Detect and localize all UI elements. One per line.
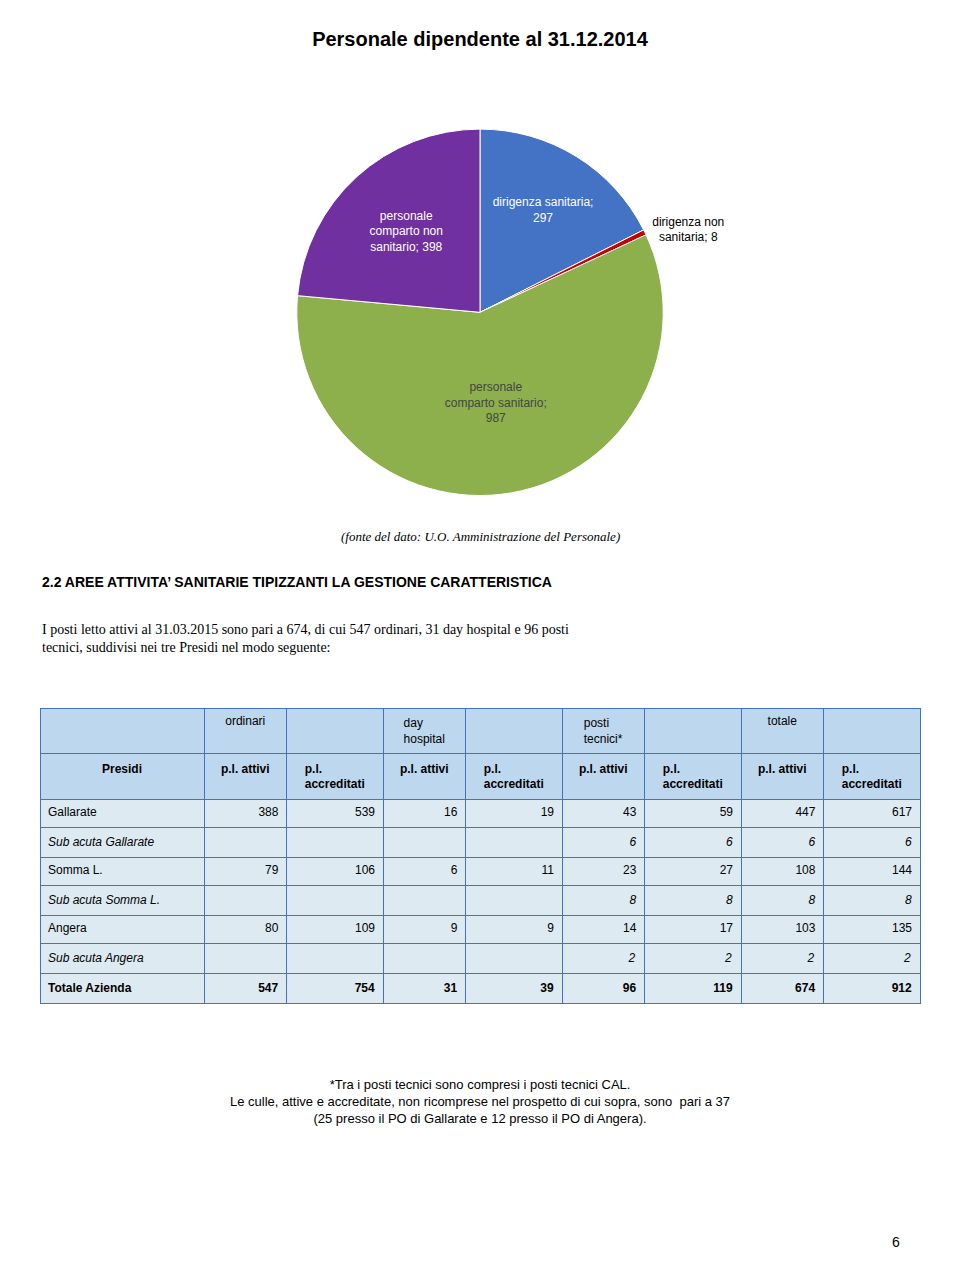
- svg-text:80: 80: [265, 921, 279, 935]
- svg-text:8: 8: [905, 893, 912, 907]
- svg-text:912: 912: [892, 981, 912, 995]
- svg-text:2: 2: [903, 951, 911, 965]
- svg-text:109: 109: [355, 921, 375, 935]
- svg-text:(fonte del dato: U.O. Amminist: (fonte del dato: U.O. Amministrazione de…: [341, 529, 620, 544]
- svg-text:personalecomparto sanitario;98: personalecomparto sanitario;987: [445, 380, 547, 425]
- svg-text:ordinari: ordinari: [225, 714, 265, 728]
- svg-text:108: 108: [795, 863, 815, 877]
- svg-text:59: 59: [720, 805, 734, 819]
- svg-text:Sub acuta Gallarate: Sub acuta Gallarate: [48, 835, 154, 849]
- svg-text:135: 135: [892, 921, 912, 935]
- svg-text:754: 754: [355, 981, 375, 995]
- svg-text:674: 674: [795, 981, 815, 995]
- svg-text:p.l.accreditati: p.l.accreditati: [305, 762, 365, 792]
- svg-text:2.2 AREE ATTIVITA’ SANITARIE T: 2.2 AREE ATTIVITA’ SANITARIE TIPIZZANTI …: [42, 574, 552, 590]
- svg-text:totale: totale: [768, 714, 798, 728]
- svg-text:Personale dipendente al 31.12.: Personale dipendente al 31.12.2014: [312, 28, 649, 50]
- svg-text:447: 447: [795, 805, 815, 819]
- svg-text:dayhospital: dayhospital: [404, 716, 445, 746]
- svg-text:8: 8: [808, 893, 815, 907]
- svg-text:Gallarate: Gallarate: [48, 805, 97, 819]
- svg-text:14: 14: [623, 921, 637, 935]
- svg-text:79: 79: [265, 863, 279, 877]
- svg-text:388: 388: [258, 805, 278, 819]
- svg-text:I posti letto attivi al 31.03.: I posti letto attivi al 31.03.2015 sono …: [42, 622, 569, 655]
- svg-text:6: 6: [451, 863, 458, 877]
- svg-text:p.l.accreditati: p.l.accreditati: [842, 762, 902, 792]
- svg-text:postitecnici*: postitecnici*: [584, 716, 623, 746]
- svg-text:Presidi: Presidi: [102, 762, 142, 776]
- svg-text:119: 119: [713, 981, 733, 995]
- svg-text:39: 39: [540, 981, 554, 995]
- svg-text:p.l.accreditati: p.l.accreditati: [663, 762, 723, 792]
- svg-text:p.l. attivi: p.l. attivi: [400, 762, 449, 776]
- svg-text:23: 23: [623, 863, 637, 877]
- svg-text:Angera: Angera: [48, 921, 87, 935]
- svg-text:p.l. attivi: p.l. attivi: [579, 762, 628, 776]
- svg-text:2: 2: [724, 951, 732, 965]
- svg-text:p.l. attivi: p.l. attivi: [758, 762, 807, 776]
- svg-text:547: 547: [258, 981, 278, 995]
- svg-text:6: 6: [905, 835, 912, 849]
- svg-text:11: 11: [542, 863, 555, 877]
- svg-text:p.l.accreditati: p.l.accreditati: [484, 762, 544, 792]
- svg-text:dirigenza nonsanitaria; 8: dirigenza nonsanitaria; 8: [652, 215, 724, 245]
- svg-text:144: 144: [892, 863, 912, 877]
- svg-text:personalecomparto nonsanitario: personalecomparto nonsanitario; 398: [370, 209, 443, 254]
- svg-text:p.l. attivi: p.l. attivi: [221, 762, 270, 776]
- svg-text:106: 106: [355, 863, 375, 877]
- svg-text:dirigenza sanitaria;297: dirigenza sanitaria;297: [493, 195, 594, 225]
- svg-text:Sub acuta Angera: Sub acuta Angera: [48, 951, 144, 965]
- svg-text:8: 8: [629, 893, 636, 907]
- svg-text:31: 31: [444, 981, 458, 995]
- svg-text:617: 617: [892, 805, 912, 819]
- svg-text:17: 17: [720, 921, 734, 935]
- svg-text:Sub acuta Somma L.: Sub acuta Somma L.: [48, 893, 160, 907]
- svg-text:103: 103: [795, 921, 815, 935]
- svg-text:16: 16: [444, 805, 458, 819]
- svg-text:Somma L.: Somma L.: [48, 863, 103, 877]
- svg-text:9: 9: [451, 921, 458, 935]
- svg-text:2: 2: [806, 951, 814, 965]
- svg-text:6: 6: [726, 835, 733, 849]
- svg-text:2: 2: [627, 951, 635, 965]
- svg-text:27: 27: [720, 863, 734, 877]
- svg-text:Totale Azienda: Totale Azienda: [48, 981, 132, 995]
- svg-text:539: 539: [355, 805, 375, 819]
- svg-text:43: 43: [623, 805, 637, 819]
- svg-text:19: 19: [541, 805, 555, 819]
- svg-text:8: 8: [726, 893, 733, 907]
- svg-text:6: 6: [808, 835, 815, 849]
- svg-text:6: 6: [629, 835, 636, 849]
- svg-text:6: 6: [892, 1234, 900, 1250]
- svg-text:9: 9: [547, 921, 554, 935]
- svg-text:96: 96: [623, 981, 637, 995]
- svg-text:*Tra i posti tecnici sono comp: *Tra i posti tecnici sono compresi i pos…: [230, 1077, 730, 1126]
